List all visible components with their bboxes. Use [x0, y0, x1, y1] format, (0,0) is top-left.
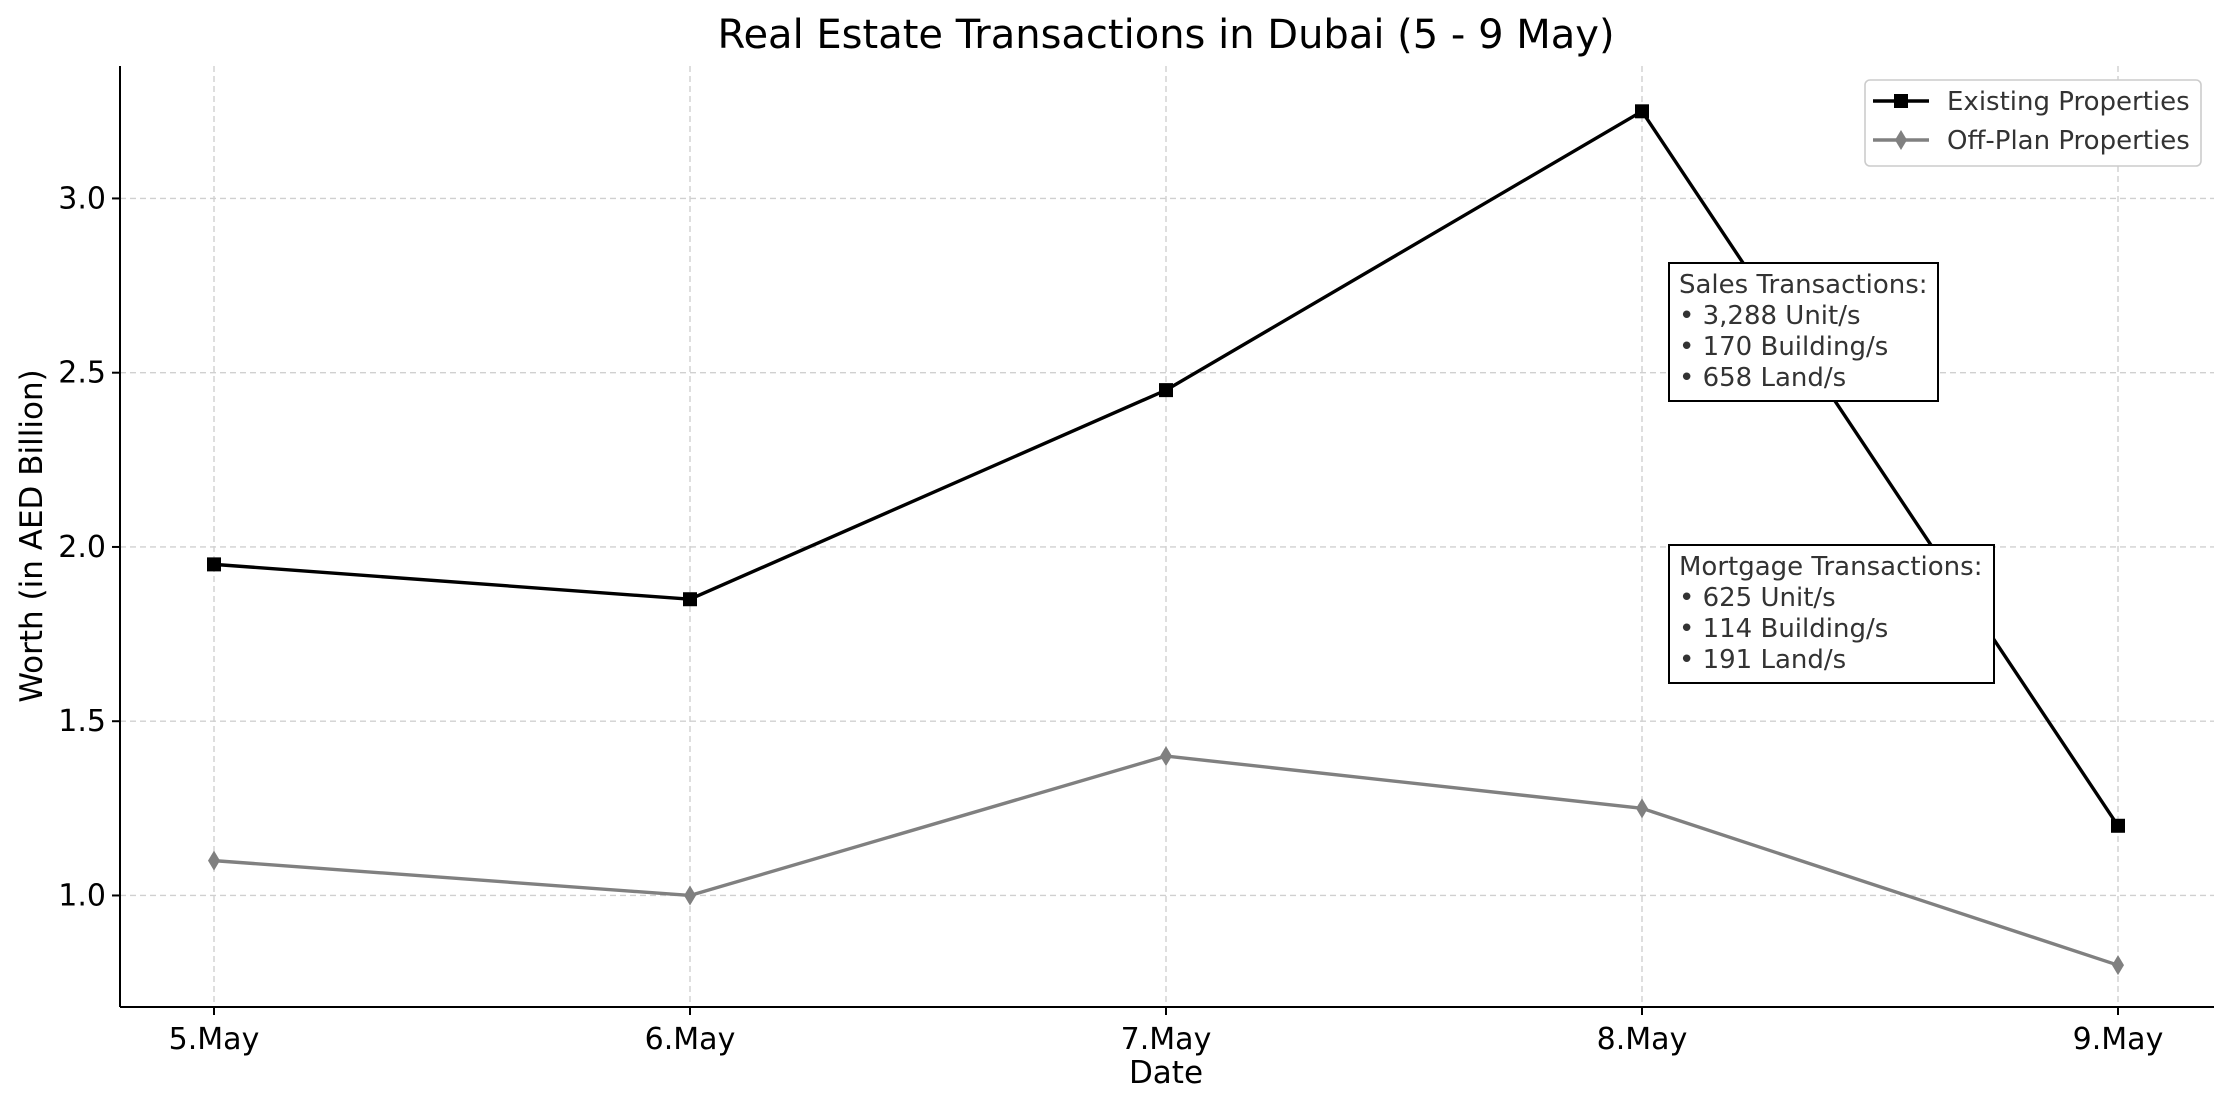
y-tick-label: 2.0 — [58, 530, 106, 565]
data-point — [1159, 383, 1173, 398]
chart-title: Real Estate Transactions in Dubai (5 - 9… — [717, 12, 1614, 58]
legend-item-2: Off-Plan Properties — [1873, 126, 2190, 156]
legend-marker — [1895, 130, 1907, 150]
data-point — [683, 592, 697, 607]
annotations: Sales Transactions:• 3,288 Unit/s• 170 B… — [1668, 262, 1995, 684]
annotation-line: • 3,288 Unit/s — [1679, 301, 1861, 331]
x-tick-label: 5.May — [169, 1022, 260, 1057]
y-tick-label: 1.5 — [58, 704, 106, 739]
data-point — [2112, 955, 2124, 976]
x-tick-label: 7.May — [1121, 1022, 1212, 1057]
legend-label: Existing Properties — [1947, 87, 2190, 117]
data-point — [1635, 104, 1649, 119]
data-point — [2111, 818, 2125, 833]
grid — [120, 66, 2214, 1007]
axes: 5.May 6.May 7.May 8.May 9.May 1.0 1.5 2.0 2.5 3.0 — [58, 66, 2214, 1057]
series-2 — [208, 746, 2124, 976]
annotation-line: • 191 Land/s — [1679, 645, 1846, 675]
annotation-line: • 658 Land/s — [1679, 363, 1846, 393]
data-point — [207, 557, 221, 572]
y-tick-label: 3.0 — [58, 181, 106, 216]
data-point — [1160, 746, 1172, 767]
annotation-heading: Mortgage Transactions: — [1679, 552, 1982, 582]
legend: Existing Properties Off-Plan Properties — [1864, 79, 2202, 167]
legend-label: Off-Plan Properties — [1947, 126, 2190, 156]
annotation-box-1: Sales Transactions:• 3,288 Unit/s• 170 B… — [1668, 262, 1939, 402]
data-point — [208, 850, 220, 871]
legend-marker — [1894, 94, 1908, 108]
x-tick-label: 9.May — [2073, 1022, 2164, 1057]
x-axis-label: Date — [1129, 1055, 1203, 1091]
annotation-line: • 625 Unit/s — [1679, 583, 1836, 613]
y-tick-label: 1.0 — [58, 878, 106, 913]
annotation-line: • 114 Building/s — [1679, 614, 1888, 644]
annotation-frame — [1668, 544, 1995, 684]
x-tick-label: 6.May — [645, 1022, 736, 1057]
legend-item-1: Existing Properties — [1873, 87, 2190, 117]
annotation-box-2: Mortgage Transactions:• 625 Unit/s• 114 … — [1668, 544, 1995, 684]
annotation-heading: Sales Transactions: — [1679, 270, 1928, 300]
y-axis-label: Worth (in AED Billion) — [14, 369, 50, 702]
legend-frame — [1864, 79, 2202, 167]
x-tick-label: 8.May — [1597, 1022, 1688, 1057]
annotation-line: • 170 Building/s — [1679, 332, 1888, 362]
annotation-frame — [1668, 262, 1939, 402]
data-point — [684, 885, 696, 906]
y-tick-label: 2.5 — [58, 356, 106, 391]
data-point — [1636, 798, 1648, 819]
